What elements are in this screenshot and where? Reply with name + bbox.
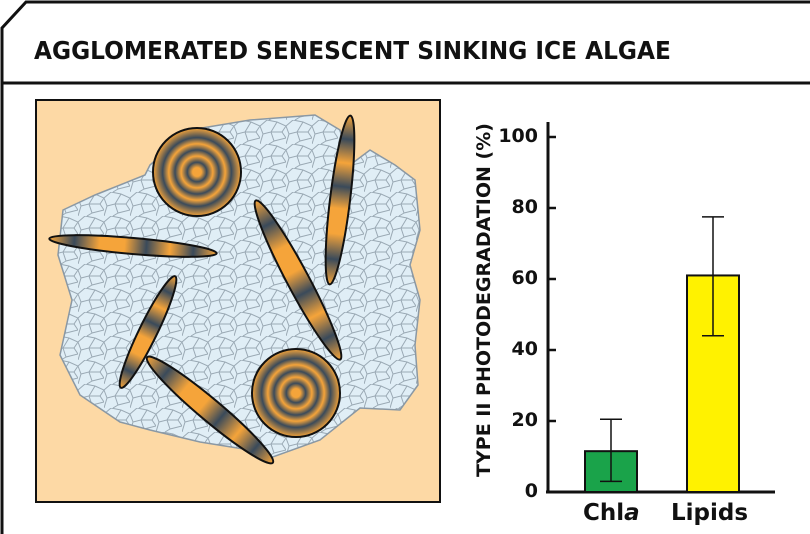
diatom-lower-left xyxy=(118,275,178,389)
cyst-cell-top xyxy=(152,127,242,217)
error-bar-chla xyxy=(600,418,622,483)
diatom-bottom xyxy=(145,355,275,465)
diatom-left xyxy=(48,234,218,258)
cyst-cell-bottom xyxy=(251,348,341,438)
y-tick-label-0: 0 xyxy=(524,480,538,502)
category-label-chla: Chla xyxy=(583,500,640,526)
diatom-top-right xyxy=(324,114,356,286)
y-tick-label-80: 80 xyxy=(511,196,538,218)
y-tick-label-40: 40 xyxy=(511,338,538,360)
y-axis-label: TYPE II PHOTODEGRADATION (%) xyxy=(473,123,495,477)
diatom-middle xyxy=(253,199,343,361)
y-tick-label-20: 20 xyxy=(511,409,538,431)
bar-chart xyxy=(546,122,775,494)
y-tick-label-100: 100 xyxy=(498,125,538,147)
category-label-lipids: Lipids xyxy=(671,500,749,526)
y-tick-label-60: 60 xyxy=(511,267,538,289)
error-bar-lipids xyxy=(702,216,724,337)
page-title: AGGLOMERATED SENESCENT SINKING ICE ALGAE xyxy=(34,36,671,65)
ice-algae-illustration xyxy=(35,99,441,503)
